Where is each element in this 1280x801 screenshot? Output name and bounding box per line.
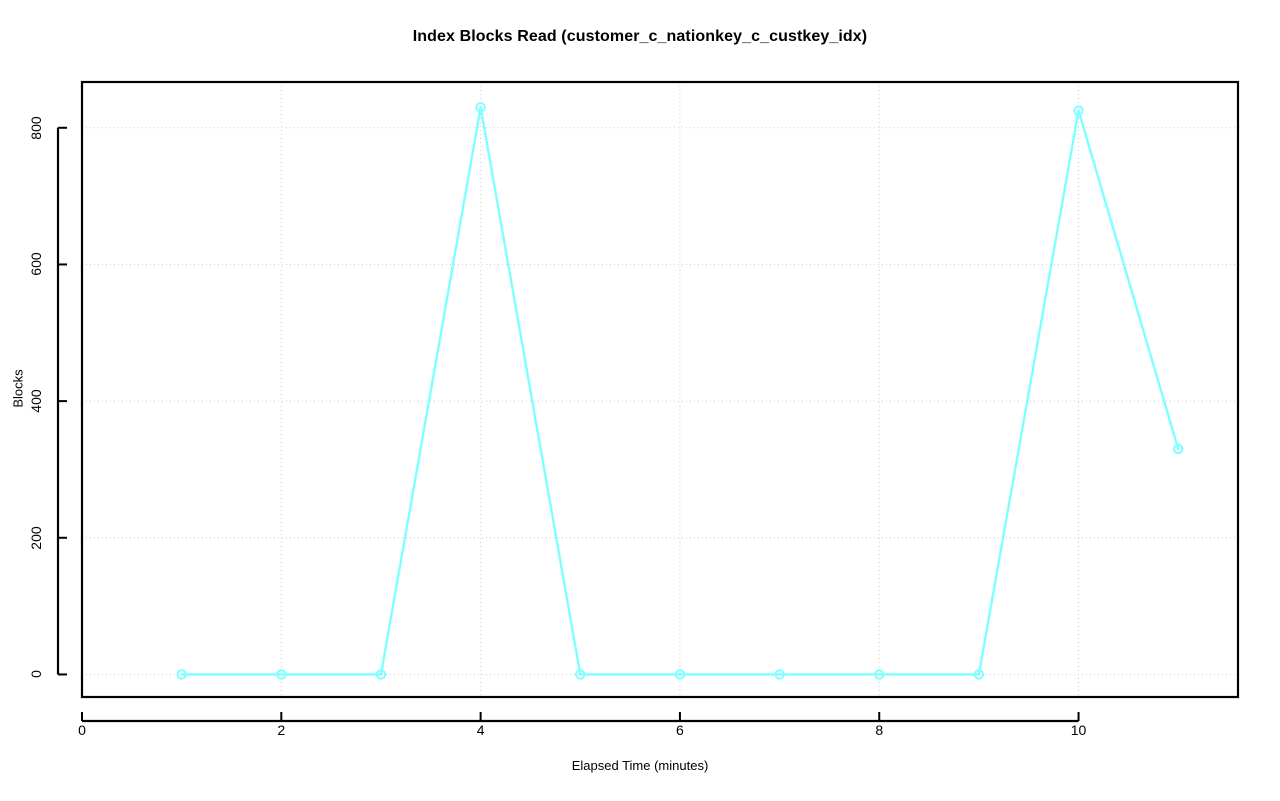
x-tick-label: 8 [875,722,884,738]
x-tick-label: 2 [277,722,286,738]
x-axis-label: Elapsed Time (minutes) [571,758,709,773]
data-point-marker [1073,105,1084,116]
series-line [180,106,1180,676]
data-point-marker [674,669,686,680]
data-series-markers [176,102,1184,680]
chart-title: Index Blocks Read (customer_c_nationkey_… [412,28,868,45]
data-point-marker [375,669,387,680]
data-point-marker [774,669,785,680]
plot-box-rect [80,80,1240,699]
data-point-marker [575,669,586,680]
data-point-marker [176,669,187,680]
x-tick-label: 0 [78,722,86,738]
x-tick-label: 4 [476,722,485,738]
data-series-line [180,106,1180,676]
axis-lines [56,127,1079,723]
gridlines [81,82,1238,697]
plot-box-border [80,80,1240,699]
data-point-marker [973,669,985,680]
data-point-marker [1173,443,1184,455]
axis-tick-marks [58,126,1080,721]
x-tick-label: 6 [676,722,684,738]
x-tick-label: 10 [1070,722,1087,738]
data-point-marker [874,669,885,680]
data-point-marker [475,102,486,113]
data-point-marker [276,669,287,680]
